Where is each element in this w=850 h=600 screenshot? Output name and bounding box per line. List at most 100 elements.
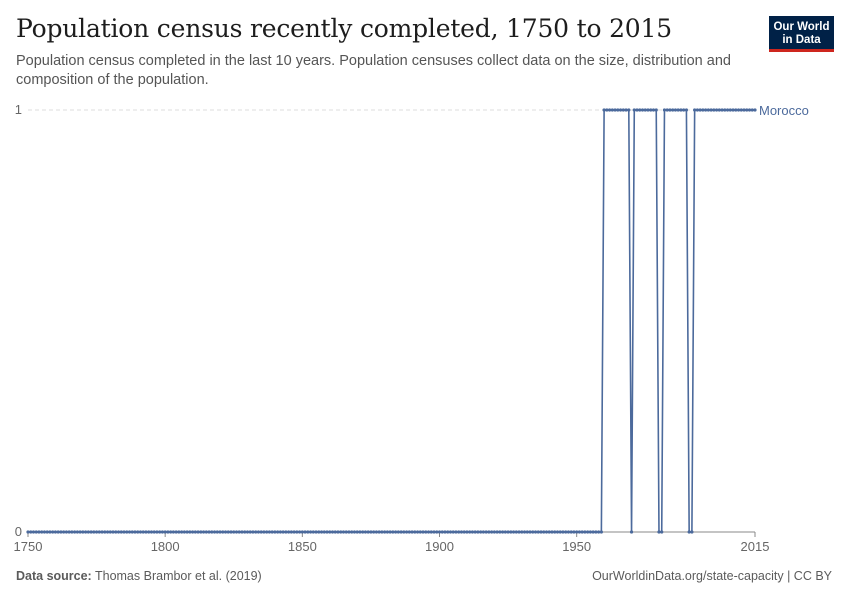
data-point [577,530,582,534]
data-point [75,530,79,534]
data-point [572,530,576,534]
data-point [426,530,431,534]
data-point [215,530,219,534]
data-point [105,530,110,534]
data-point [314,530,318,534]
data-point [558,530,562,534]
data-point [62,530,66,534]
series-line [28,109,755,533]
data-point [586,530,590,534]
data-point [599,530,603,534]
data-point [56,530,60,534]
data-point [594,530,598,534]
data-point [435,530,439,534]
data-point [141,530,145,534]
data-point [583,530,587,534]
data-point [174,530,178,534]
data-point [254,530,258,534]
data-point [169,530,173,534]
data-point [605,108,609,112]
data-point [742,108,746,112]
x-tick-label: 1800 [151,539,180,554]
data-point [734,108,738,112]
data-point [193,530,197,534]
data-point [651,108,656,112]
y-tick-label: 0 [15,524,22,539]
data-point [514,530,518,534]
data-point [739,108,743,112]
data-point [330,530,335,534]
data-source-text[interactable]: Thomas Brambor et al. (2019) [94,569,262,583]
data-point [671,108,675,112]
data-point [295,530,299,534]
data-point [638,108,642,112]
data-point [45,530,49,534]
data-source: Data source: Thomas Brambor et al. (2019… [16,569,262,583]
data-point [575,530,579,534]
data-point [511,530,516,534]
data-point [555,530,560,534]
logo-line-2: in Data [782,34,821,46]
data-point [48,530,52,534]
data-point [701,108,705,112]
data-point [130,530,134,534]
data-point [185,530,189,534]
data-point [182,530,186,534]
data-point [418,530,422,534]
data-point [646,108,650,112]
data-point [29,530,33,534]
data-point [415,530,420,534]
data-point [144,530,148,534]
data-point [155,530,159,534]
data-point [665,108,669,112]
data-point [339,530,343,534]
source-url-license[interactable]: OurWorldinData.org/state-capacity | CC B… [592,569,832,583]
data-point [602,108,606,112]
data-point [394,530,398,534]
series-label: Morocco [759,103,809,118]
data-point [407,530,411,534]
data-point [317,530,321,534]
data-point [621,108,625,112]
data-point [289,530,293,534]
data-point [498,530,502,534]
x-tick-label: 2015 [741,539,770,554]
data-point [303,530,307,534]
data-point [561,530,565,534]
data-point [588,530,592,534]
data-point [566,530,571,534]
data-point [750,108,754,112]
data-point [284,530,288,534]
data-point [78,530,82,534]
data-point [679,108,683,112]
data-point [462,530,466,534]
data-point [446,530,450,534]
data-point [352,530,357,534]
data-point [81,530,85,534]
data-point [520,530,524,534]
data-point [196,530,200,534]
chart-subtitle: Population census completed in the last … [16,53,731,88]
data-point [201,530,206,534]
data-point [413,530,417,534]
owid-logo[interactable]: Our World in Data [769,16,834,52]
data-point [531,530,535,534]
data-point [234,530,239,534]
data-point [100,530,104,534]
data-point [487,530,491,534]
data-point [424,530,428,534]
data-point [311,530,315,534]
data-point [542,530,546,534]
data-point [218,530,222,534]
data-point [86,530,90,534]
data-point [210,530,214,534]
data-point [396,530,400,534]
x-tick-label: 1750 [14,539,43,554]
data-point [580,530,584,534]
data-point [149,530,154,534]
data-point [158,530,162,534]
data-point [297,530,302,534]
data-point [267,530,272,534]
data-point [160,530,165,534]
data-point [613,108,617,112]
